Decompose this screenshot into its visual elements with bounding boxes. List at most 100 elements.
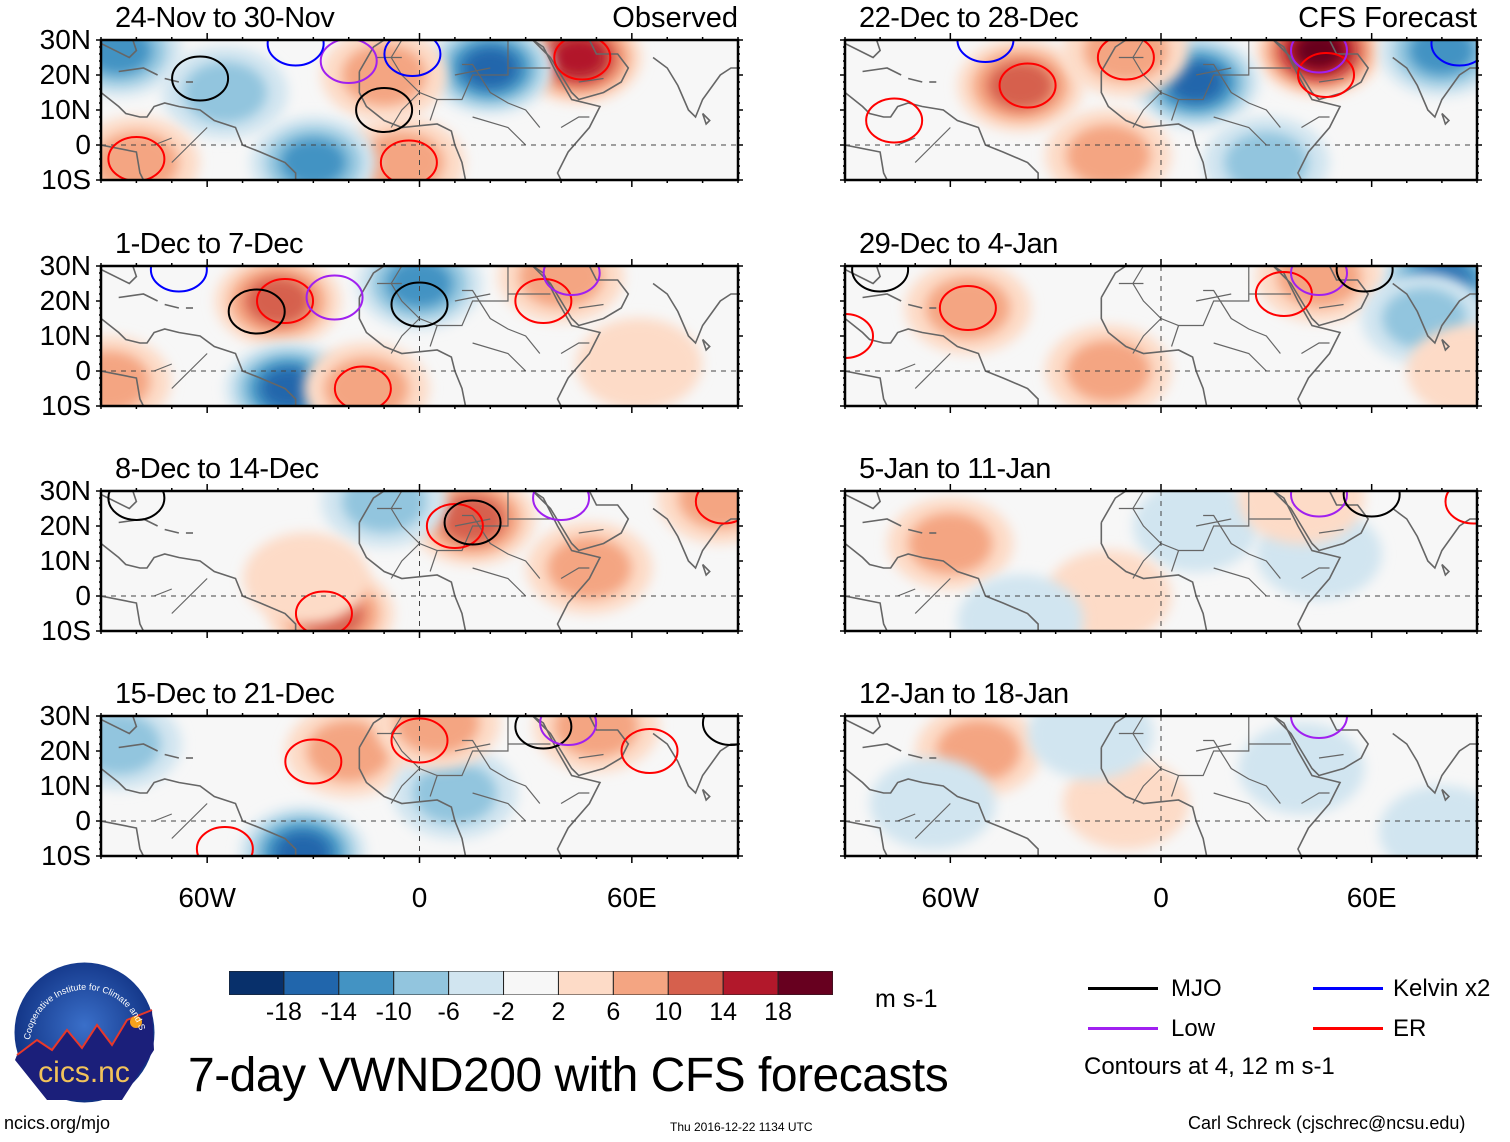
coastline [1441, 788, 1451, 802]
country-border [390, 543, 420, 579]
contour-mjo [1335, 266, 1394, 293]
coastline [358, 716, 385, 748]
anomaly-region [183, 61, 267, 124]
author-credit: Carl Schreck (cjschrec@ncsu.edu) [1188, 1113, 1466, 1133]
legend-line-kelvin [1313, 987, 1383, 990]
y-tick-label: 20N [39, 59, 91, 90]
colorbar-units: m s-1 [875, 985, 938, 1013]
country-border [390, 768, 420, 804]
country-border [171, 127, 208, 163]
coastline [532, 716, 630, 777]
country-border [454, 293, 491, 302]
contour-low [319, 40, 378, 84]
anomaly-region [1133, 491, 1260, 572]
coastline [454, 716, 602, 856]
y-tick-label: 30N [39, 250, 91, 281]
anomaly-region [551, 40, 606, 78]
country-border [1132, 543, 1162, 579]
country-border [454, 743, 491, 752]
coastline [101, 370, 145, 406]
coastline [862, 518, 902, 527]
coastline [845, 767, 1039, 856]
coastline [358, 491, 385, 523]
legend-note: Contours at 4, 12 m s-1 [1084, 1053, 1335, 1080]
colorbar-swatch [283, 970, 340, 996]
country-border [914, 127, 951, 163]
country-border [153, 813, 172, 822]
country-border [1132, 92, 1162, 128]
website-link[interactable]: ncics.org/mjo [4, 1113, 111, 1133]
coastline [118, 67, 158, 76]
y-tick-label: 10N [39, 545, 91, 576]
contour-mjo [171, 55, 230, 102]
contour-low [1290, 266, 1348, 296]
colorbar-swatch [503, 970, 559, 996]
colorbar-swatch [448, 970, 505, 996]
contour-er [256, 278, 315, 324]
coastline [1272, 716, 1370, 777]
contour-er [998, 62, 1057, 109]
x-tick-label: 0 [1153, 882, 1169, 913]
country-border [914, 803, 951, 839]
coastline [1441, 112, 1451, 126]
anomaly-region [519, 266, 603, 308]
contour-kelvin-x2 [266, 40, 325, 67]
country-border [1203, 514, 1281, 579]
panel-subtitle: CFS Forecast [1298, 2, 1477, 34]
country-border [1301, 567, 1330, 580]
country-border [1170, 775, 1180, 797]
country-border [897, 813, 916, 822]
anomaly-region [342, 44, 426, 106]
contour-low [1290, 491, 1348, 518]
coastline [358, 40, 385, 72]
x-tick-label: 60E [606, 882, 657, 913]
country-border [454, 518, 491, 527]
country-border [1195, 743, 1232, 752]
country-border [472, 342, 527, 372]
coastline [1100, 716, 1127, 748]
coastline [845, 370, 888, 406]
y-tick-label: 10N [39, 770, 91, 801]
contour-er [1297, 52, 1356, 98]
panel-title: 29-Dec to 4-Jan [859, 228, 1058, 260]
coastline [101, 266, 138, 285]
colorbar-label: 6 [606, 998, 621, 1026]
coastline [358, 266, 385, 298]
country-border [578, 77, 604, 83]
contour-mjo [851, 266, 910, 293]
colorbar-swatch [393, 970, 450, 996]
contour-low [1290, 40, 1348, 74]
coastline [652, 282, 738, 345]
y-tick-label: 10S [41, 840, 91, 871]
panel-title: 1-Dec to 7-Dec [115, 228, 304, 260]
coastline [1441, 563, 1451, 577]
anomaly-region [1406, 325, 1477, 406]
coastline [1100, 71, 1208, 180]
coastline [908, 77, 923, 83]
colorbar-label: 10 [654, 998, 683, 1026]
logo-graphic: Cooperative Institute for Climate and Sa… [9, 952, 155, 1103]
contour-er [425, 503, 484, 549]
country-border [1213, 342, 1267, 372]
legend-line-mjo [1088, 987, 1158, 990]
coastline [862, 293, 902, 302]
contour-kelvin-x2 [956, 40, 1015, 63]
colorbar-label: 2 [551, 998, 566, 1026]
colorbar-label: -6 [437, 998, 460, 1026]
coastline [358, 297, 467, 406]
coastline [908, 528, 923, 534]
coastline [164, 753, 180, 759]
coastline [908, 303, 923, 309]
country-border [429, 325, 438, 347]
contour-er [938, 285, 997, 331]
country-border [171, 803, 208, 839]
coastline [652, 56, 738, 119]
anomaly-region [575, 318, 702, 406]
country-border [914, 353, 951, 389]
country-border [1213, 567, 1267, 597]
anomaly-region [101, 350, 150, 406]
